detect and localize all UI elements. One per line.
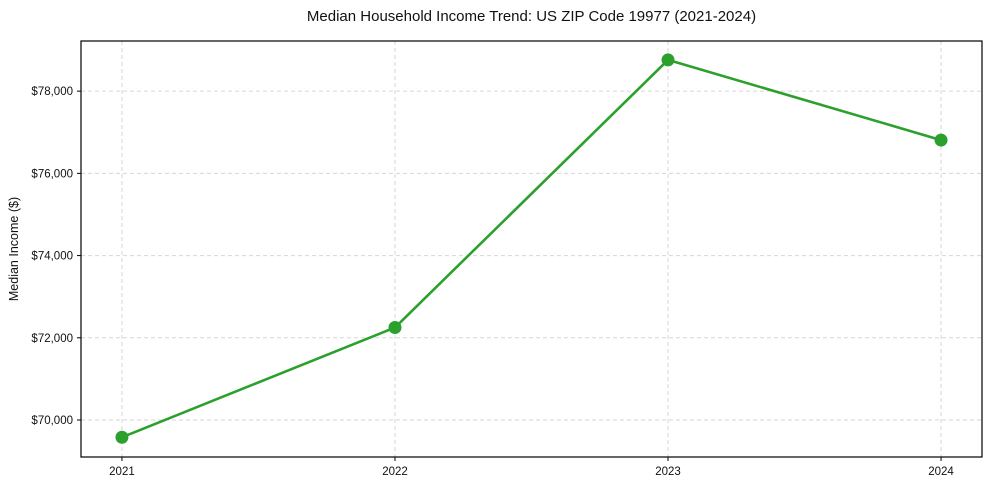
- svg-text:2021: 2021: [109, 466, 135, 478]
- svg-text:$70,000: $70,000: [31, 415, 73, 427]
- svg-text:2024: 2024: [928, 466, 954, 478]
- svg-text:$74,000: $74,000: [31, 251, 73, 263]
- svg-text:$76,000: $76,000: [31, 168, 73, 180]
- x-tick-labels: 2021 2022 2023 2024: [109, 466, 954, 478]
- svg-text:2022: 2022: [382, 466, 408, 478]
- svg-text:$72,000: $72,000: [31, 333, 73, 345]
- grid-lines: [81, 41, 982, 457]
- axis-tick-marks: [77, 90, 942, 461]
- plot-frame: [80, 40, 983, 458]
- trend-line: [120, 58, 943, 439]
- data-points: [115, 53, 948, 444]
- chart-title: Median Household Income Trend: US ZIP Co…: [307, 8, 756, 25]
- y-axis-label: Median Income ($): [7, 197, 21, 301]
- svg-text:2023: 2023: [655, 466, 681, 478]
- svg-text:$78,000: $78,000: [31, 86, 73, 98]
- y-tick-labels: $70,000 $72,000 $74,000 $76,000 $78,000: [31, 86, 73, 427]
